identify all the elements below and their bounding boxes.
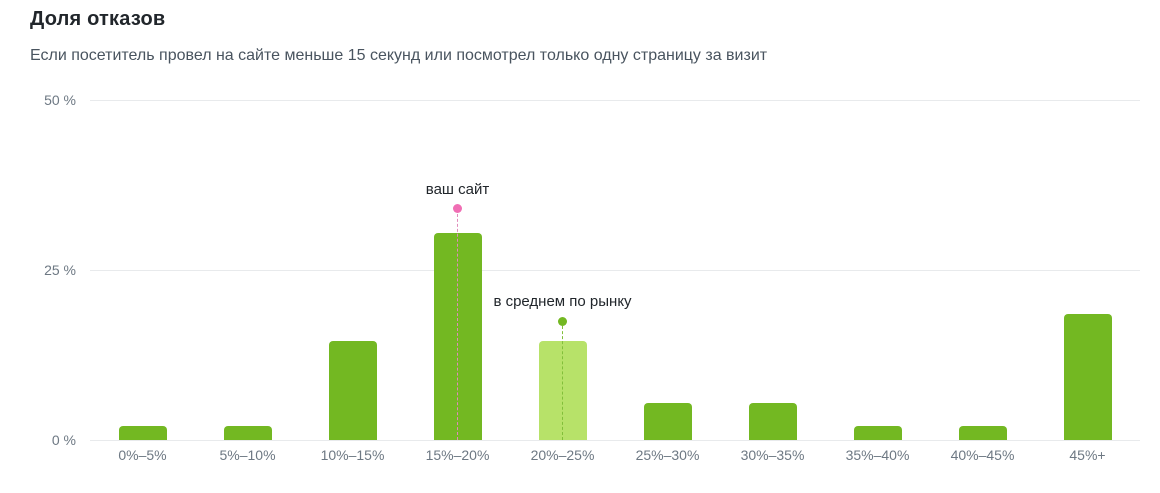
x-tick-label: 35%–40%: [845, 447, 910, 463]
chart-bar-45%+[interactable]: [1063, 314, 1112, 440]
marker-dot[interactable]: [453, 204, 462, 214]
y-tick-label: 0 %: [51, 432, 76, 448]
gridline-50: [90, 100, 1140, 101]
x-tick-label: 25%–30%: [635, 447, 700, 463]
axis-baseline: [90, 440, 1140, 441]
x-tick-label: 5%–10%: [219, 447, 276, 463]
chart-bar-40%–45%[interactable]: [958, 426, 1007, 440]
x-tick-label: 0%–5%: [118, 447, 167, 463]
marker-label: в среднем по рынку: [493, 293, 632, 310]
chart-bar-0%–5%[interactable]: [118, 426, 167, 440]
page-subtitle: Если посетитель провел на сайте меньше 1…: [30, 47, 768, 64]
chart-bar-10%–15%[interactable]: [328, 341, 377, 440]
marker-dashed-line: [457, 208, 458, 440]
x-tick-label: 30%–35%: [740, 447, 805, 463]
marker-dot[interactable]: [558, 316, 567, 326]
x-tick-label: 20%–25%: [530, 447, 595, 463]
x-tick-label: 40%–45%: [950, 447, 1015, 463]
x-tick-label: 45%+: [1069, 447, 1106, 463]
chart-bar-25%–30%[interactable]: [643, 403, 692, 440]
bounce-rate-chart: ваш сайт в среднем по рынку: [90, 100, 1140, 441]
gridline-25: [90, 270, 1140, 271]
chart-bar-5%–10%[interactable]: [223, 426, 272, 440]
y-tick-label: 50 %: [44, 92, 76, 108]
x-tick-label: 10%–15%: [320, 447, 385, 463]
x-axis: 0%–5% 5%–10% 10%–15% 15%–20% 20%–25% 25%–30% 3…: [90, 447, 1140, 467]
marker-label: ваш сайт: [425, 180, 490, 198]
marker-dashed-line: [562, 321, 563, 440]
y-tick-label: 25 %: [44, 262, 76, 278]
chart-bar-30%–35%[interactable]: [748, 403, 797, 440]
chart-bar-35%–40%[interactable]: [853, 426, 902, 440]
page-title: Доля отказов: [30, 8, 166, 30]
x-tick-label: 15%–20%: [425, 447, 490, 463]
